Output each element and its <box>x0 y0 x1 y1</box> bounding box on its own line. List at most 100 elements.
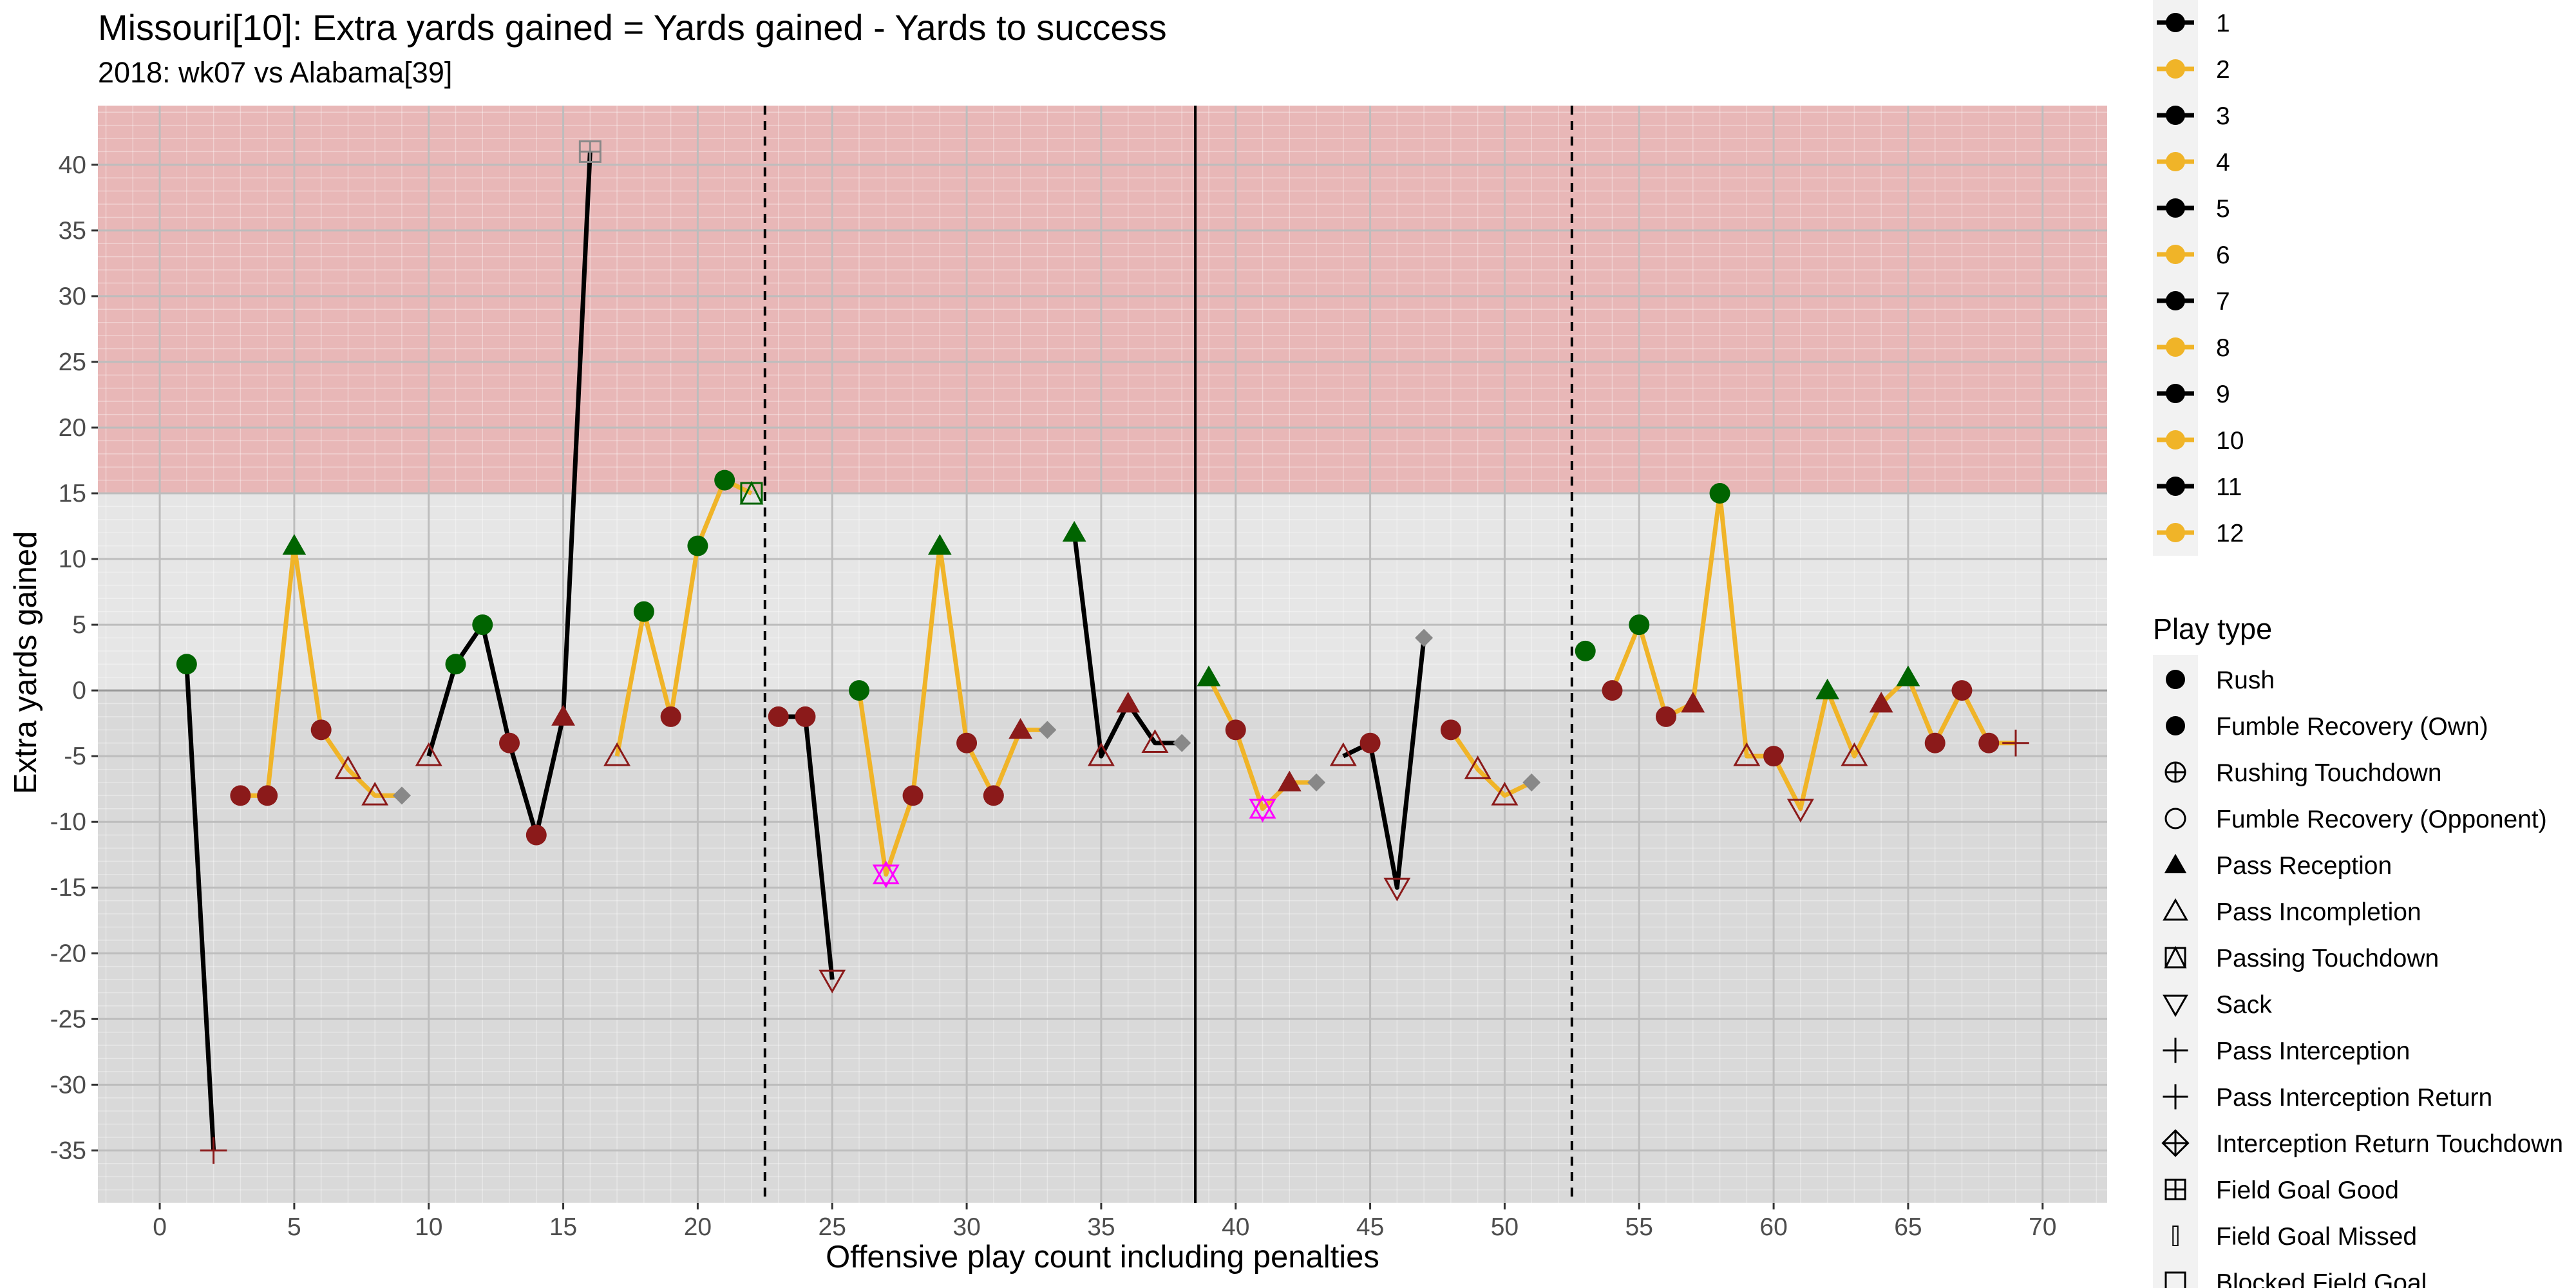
legend-playtype-label: Interception Return Touchdown <box>2216 1130 2563 1158</box>
legend-drive-label: 10 <box>2216 427 2244 455</box>
data-point <box>660 706 681 727</box>
data-point <box>687 535 708 556</box>
axes: 0 5 10 15 20 25 30 35 40 45 50 55 60 65 70-35-30-25-20… <box>50 151 2057 1241</box>
chart-subtitle: 2018: wk07 vs Alabama[39] <box>98 56 452 89</box>
data-point <box>1383 877 1411 902</box>
legend-drive-label: 8 <box>2216 334 2230 362</box>
legend-playtype-label: Passing Touchdown <box>2216 945 2439 972</box>
data-point <box>1225 719 1246 741</box>
data-point <box>1656 706 1677 727</box>
legend-drive-label: 2 <box>2216 56 2230 84</box>
y-tick-label: -30 <box>50 1071 86 1099</box>
legend-playtype-key <box>2163 1037 2188 1063</box>
y-tick-label: -25 <box>50 1005 86 1033</box>
failure-region <box>98 106 2107 494</box>
y-tick-label: 5 <box>72 611 86 639</box>
x-axis-title: Offensive play count including penalties <box>826 1240 1379 1274</box>
legend-drive-label: 3 <box>2216 102 2230 130</box>
chart-title: Missouri[10]: Extra yards gained = Yards… <box>98 7 1167 48</box>
x-tick-label: 5 <box>287 1213 301 1241</box>
data-point <box>1681 692 1705 713</box>
data-point <box>1629 614 1650 636</box>
legend-playtype-label: Pass Incompletion <box>2216 898 2421 926</box>
legend-playtype-title: Play type <box>2153 612 2272 645</box>
chart-marks <box>176 140 2029 1164</box>
legend-drive-label: 12 <box>2216 520 2244 547</box>
legend-drive-dot <box>2166 477 2185 496</box>
x-tick-label: 10 <box>415 1213 442 1241</box>
legend-playtype-key-inner <box>2164 945 2187 969</box>
legend-playtype-label: Rush <box>2216 667 2275 694</box>
x-tick-label: 65 <box>1894 1213 1922 1241</box>
drive-line <box>857 544 1048 877</box>
x-tick-label: 60 <box>1759 1213 1787 1241</box>
data-point <box>176 654 197 675</box>
data-point <box>334 755 362 779</box>
data-point <box>230 785 251 806</box>
data-point <box>1522 773 1541 791</box>
data-point <box>849 680 870 701</box>
data-point <box>415 742 442 766</box>
legend-drive-dot <box>2166 59 2185 79</box>
legend-playtype-label: Pass Interception <box>2216 1037 2410 1065</box>
data-point <box>472 614 493 636</box>
drive-9 <box>1329 629 1434 902</box>
x-tick-label: 0 <box>153 1213 167 1241</box>
drive-5 <box>768 706 846 994</box>
drive-12 <box>1602 483 2029 823</box>
y-tick-label: 15 <box>59 480 86 507</box>
data-point <box>1359 732 1381 753</box>
data-point <box>1009 717 1033 739</box>
x-tick-label: 30 <box>952 1213 980 1241</box>
drive-3 <box>415 140 601 846</box>
drive-2 <box>230 534 411 806</box>
legend-drive-dot <box>2166 13 2185 32</box>
data-point <box>200 1137 227 1164</box>
data-point-inverse <box>1249 799 1276 823</box>
data-point <box>1786 799 1814 823</box>
y-tick-label: -10 <box>50 808 86 836</box>
legend-playtype-label: Field Goal Missed <box>2216 1223 2417 1251</box>
y-axis-title: Extra yards gained <box>8 531 43 795</box>
data-point <box>1038 721 1057 739</box>
drive-7 <box>1062 520 1191 766</box>
data-point <box>361 781 389 806</box>
data-point <box>1763 746 1785 767</box>
legend-playtype-label: Blocked Field Goal <box>2216 1269 2427 1288</box>
data-point <box>1249 795 1276 819</box>
y-tick-label: -15 <box>50 874 86 902</box>
data-point <box>819 969 846 994</box>
x-tick-label: 55 <box>1625 1213 1653 1241</box>
drive-4 <box>603 469 764 766</box>
legend-playtype-key <box>2163 994 2188 1018</box>
data-point <box>1575 640 1596 661</box>
legend-drive-label: 5 <box>2216 195 2230 223</box>
data-point <box>1869 692 1893 713</box>
drive-line <box>1448 728 1533 798</box>
legend-drive-dot <box>2166 337 2185 357</box>
data-point <box>1277 770 1302 791</box>
data-point <box>499 732 520 753</box>
data-point <box>633 601 654 622</box>
legend-playtype-key <box>2164 853 2187 873</box>
legend-drive-label: 9 <box>2216 381 2230 408</box>
data-point <box>1978 732 2000 753</box>
legend-drive-dot <box>2166 152 2185 171</box>
data-point <box>902 785 923 806</box>
x-tick-label: 70 <box>2029 1213 2056 1241</box>
data-point <box>1440 719 1461 741</box>
legend-playtype-key-cross <box>2166 762 2185 782</box>
data-point <box>1924 732 1946 753</box>
data-point <box>445 654 466 675</box>
x-tick-label: 40 <box>1222 1213 1249 1241</box>
y-tick-label: -35 <box>50 1137 86 1164</box>
legend-playtype-key-cross <box>2166 1180 2185 1199</box>
legend-drive-label: 1 <box>2216 10 2230 37</box>
data-point <box>1709 483 1730 504</box>
legend-drive-dot <box>2166 198 2185 218</box>
legend-playtype-label: Rushing Touchdown <box>2216 759 2442 787</box>
data-point <box>1733 742 1761 766</box>
legend-playtype-key <box>2164 1271 2186 1288</box>
drive-8 <box>1197 665 1326 823</box>
data-point <box>1491 781 1519 806</box>
